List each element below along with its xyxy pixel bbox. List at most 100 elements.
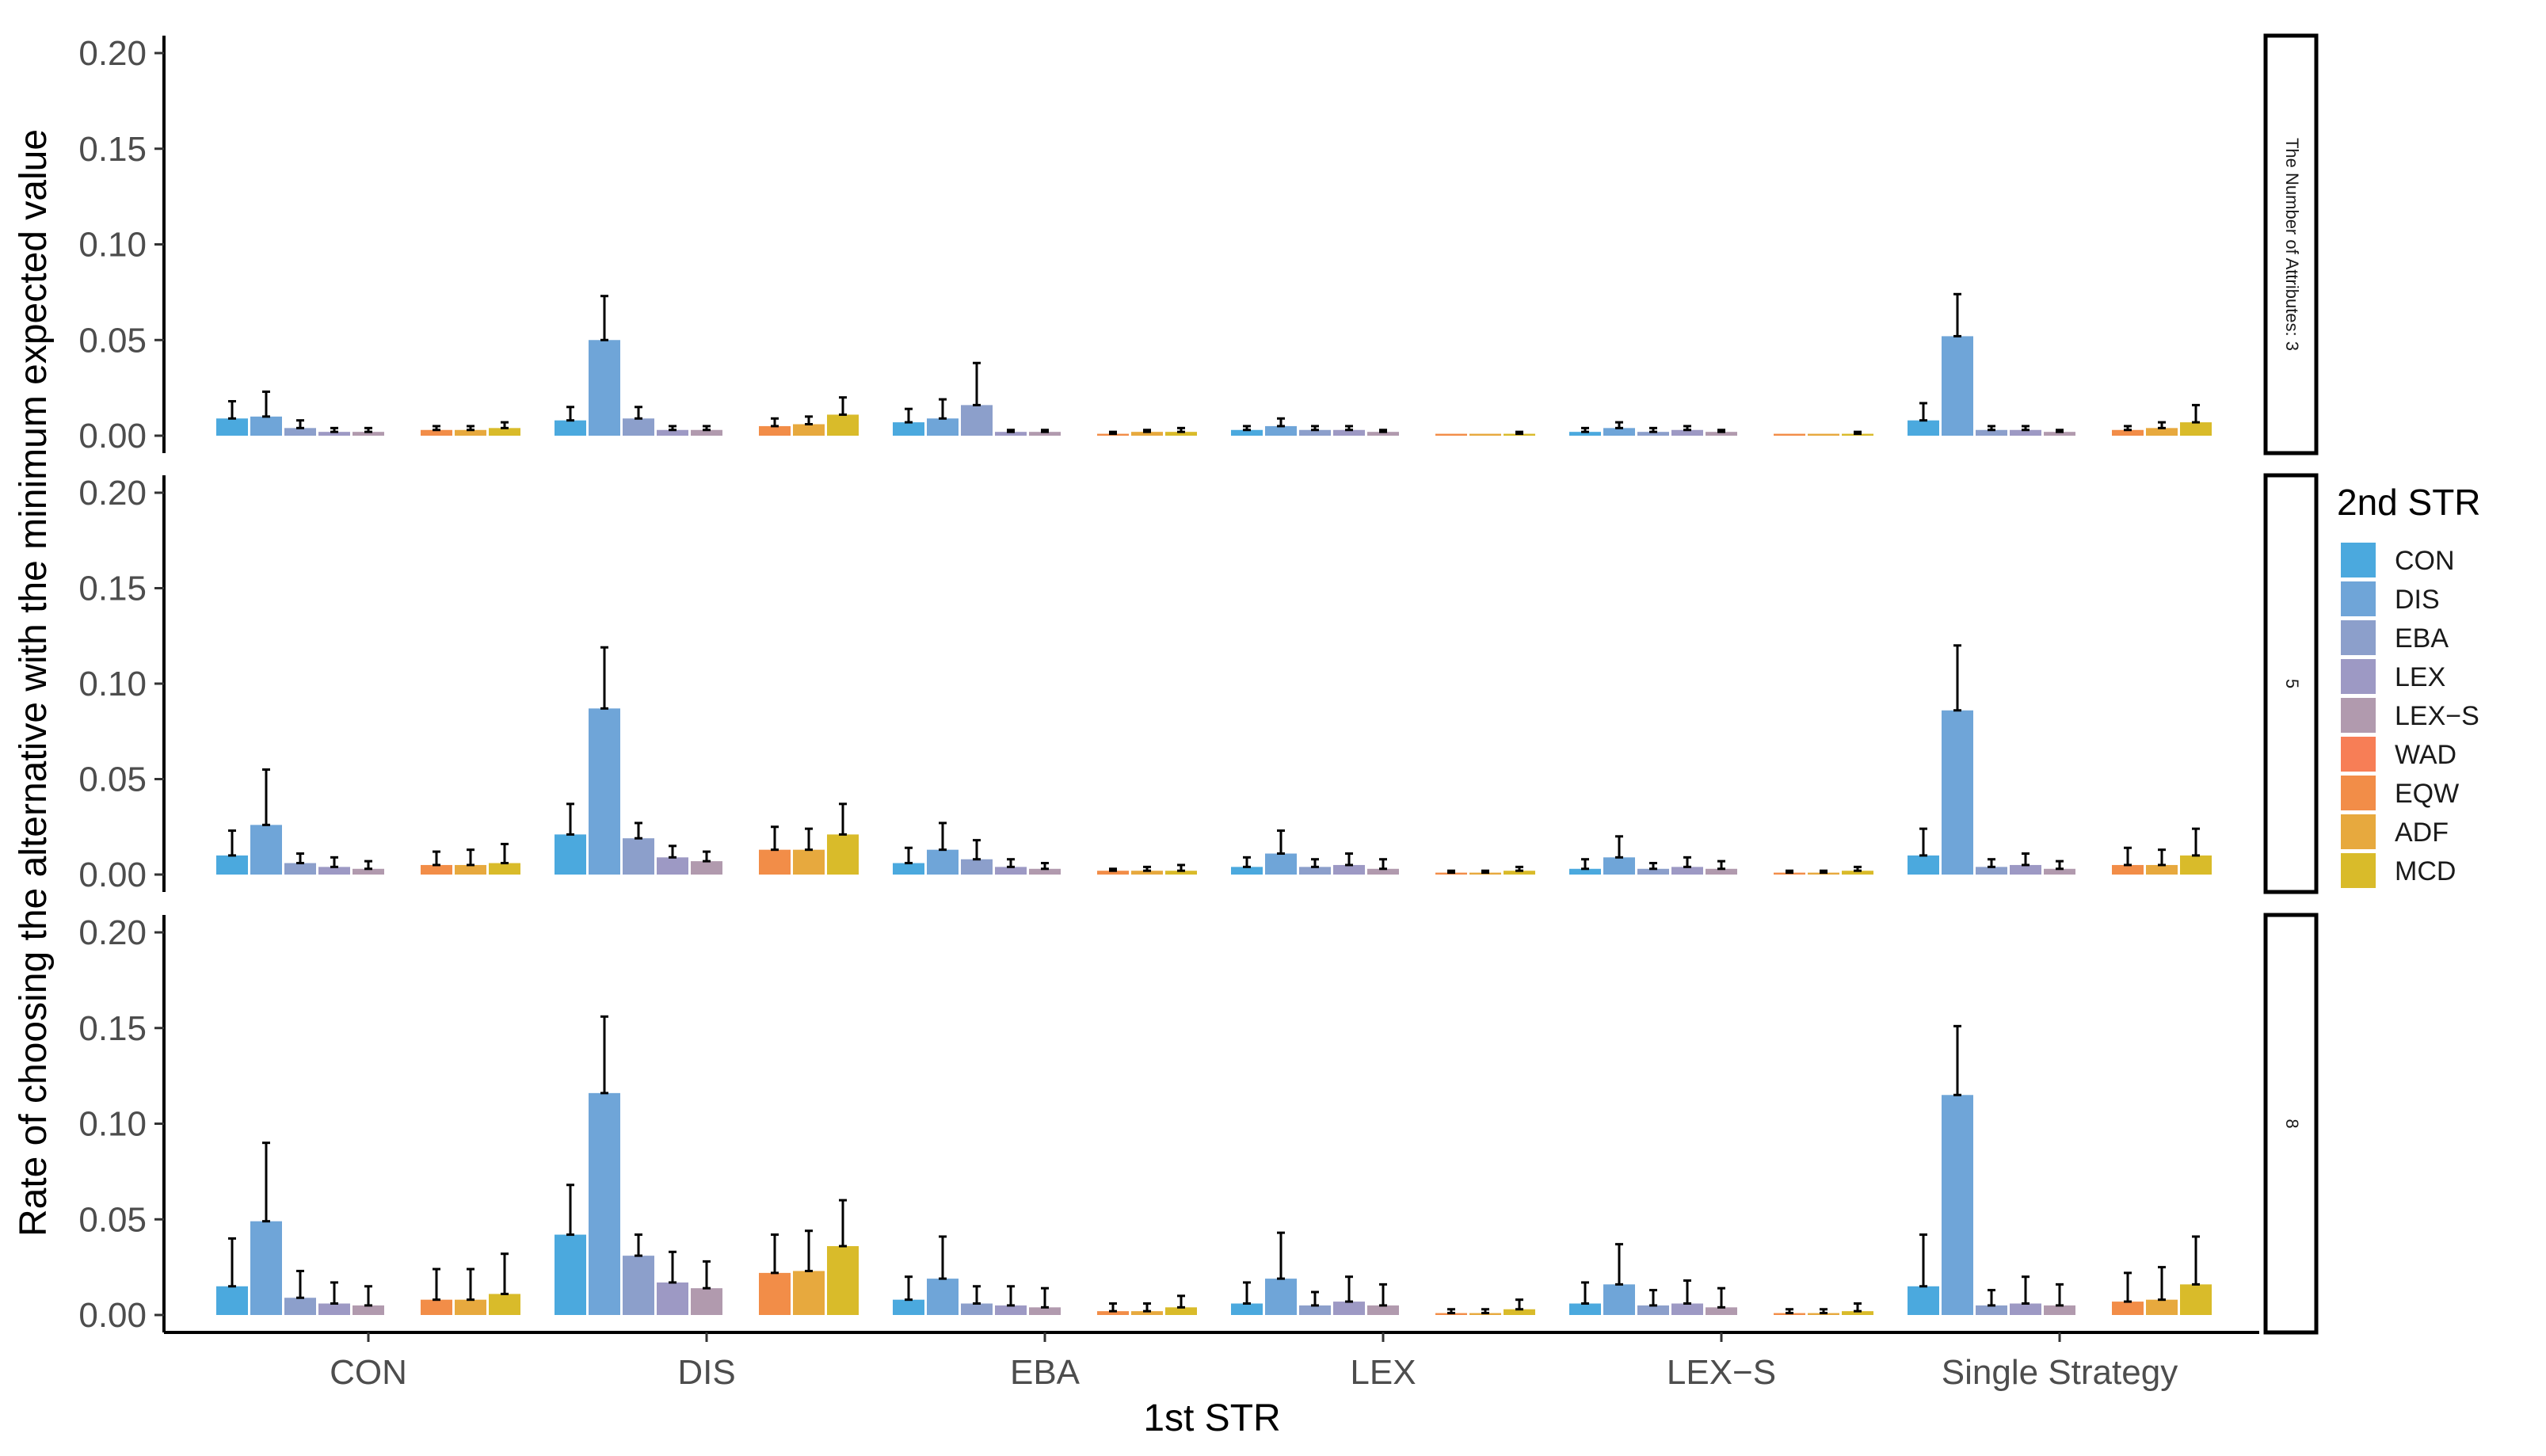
bar xyxy=(995,867,1027,875)
bar xyxy=(455,429,486,436)
bar xyxy=(1097,1311,1129,1315)
y-tick-label: 0.10 xyxy=(78,226,147,265)
bar xyxy=(995,1305,1027,1315)
bar xyxy=(1333,429,1365,436)
bar xyxy=(759,1272,791,1315)
bar xyxy=(1299,1305,1331,1315)
bar xyxy=(827,414,859,436)
bar xyxy=(1367,432,1399,436)
bar xyxy=(759,849,791,875)
bar xyxy=(250,825,282,875)
bar xyxy=(1367,868,1399,875)
bar xyxy=(657,429,688,436)
bar xyxy=(589,1092,620,1315)
bar xyxy=(555,1234,586,1315)
bar xyxy=(489,863,520,875)
bar xyxy=(1942,1095,1973,1315)
bar xyxy=(1504,871,1535,875)
facet-strip xyxy=(2263,473,2319,894)
bar xyxy=(623,418,654,436)
bar xyxy=(793,1271,825,1315)
legend-key xyxy=(2341,543,2376,577)
y-tick-label: 0.05 xyxy=(78,321,147,360)
bar xyxy=(1029,1307,1061,1315)
bar xyxy=(2146,864,2178,875)
facet-strip-label: 8 xyxy=(2282,1119,2302,1128)
bar xyxy=(318,1303,350,1315)
y-tick-label: 0.00 xyxy=(78,417,147,455)
legend-title: 2nd STR xyxy=(2337,482,2481,523)
bar xyxy=(421,1299,452,1315)
bar xyxy=(1976,429,2007,436)
bar xyxy=(1469,433,1501,436)
legend-label: LEX−S xyxy=(2395,701,2479,731)
legend-label: DIS xyxy=(2395,585,2440,615)
legend-label: CON xyxy=(2395,546,2455,576)
bar xyxy=(421,429,452,436)
legend-key xyxy=(2341,776,2376,810)
bar xyxy=(995,432,1027,436)
bar xyxy=(216,418,248,436)
bar xyxy=(2112,429,2144,436)
bar xyxy=(1333,1302,1365,1315)
bar xyxy=(2146,1299,2178,1315)
bar xyxy=(927,1279,959,1315)
legend-label: MCD xyxy=(2395,856,2456,886)
bar xyxy=(1942,710,1973,875)
bar xyxy=(1231,1303,1263,1315)
bar xyxy=(1706,868,1737,875)
legend-key xyxy=(2341,581,2376,616)
bar xyxy=(318,867,350,875)
y-tick-label: 0.00 xyxy=(78,856,147,894)
bar xyxy=(1908,420,1939,436)
y-tick-label: 0.20 xyxy=(78,34,147,73)
bar xyxy=(284,1298,316,1315)
x-tick-label: CON xyxy=(330,1353,407,1392)
y-tick-label: 0.15 xyxy=(78,1009,147,1048)
bar xyxy=(961,405,993,436)
bar xyxy=(284,863,316,875)
bar xyxy=(2146,428,2178,436)
y-tick-label: 0.00 xyxy=(78,1296,147,1335)
bar xyxy=(318,432,350,436)
legend-label: EBA xyxy=(2395,623,2449,654)
bar xyxy=(1976,1305,2007,1315)
bar xyxy=(1265,425,1297,436)
y-tick-label: 0.15 xyxy=(78,570,147,608)
bar xyxy=(893,422,924,436)
bar xyxy=(893,863,924,875)
bar xyxy=(2112,864,2144,875)
legend-key xyxy=(2341,814,2376,849)
y-tick-label: 0.05 xyxy=(78,1200,147,1239)
bar xyxy=(555,420,586,436)
bar xyxy=(455,864,486,875)
bar xyxy=(927,418,959,436)
bar xyxy=(1165,1307,1197,1315)
bar xyxy=(793,849,825,875)
bar xyxy=(827,1246,859,1315)
bar xyxy=(1029,868,1061,875)
bar xyxy=(455,1299,486,1315)
legend-label: EQW xyxy=(2395,779,2459,809)
bar xyxy=(1603,857,1635,875)
facet-panel: 0.00 0.05 0.10 0.15 0.20 5 xyxy=(78,473,2319,894)
bar xyxy=(1908,855,1939,875)
bar xyxy=(961,859,993,875)
bar xyxy=(353,432,384,436)
bar xyxy=(216,1286,248,1315)
x-tick-label: LEX xyxy=(1350,1353,1416,1392)
legend-label: ADF xyxy=(2395,818,2449,848)
bar xyxy=(1131,432,1163,436)
bar xyxy=(1671,1303,1703,1315)
bar xyxy=(759,425,791,436)
bar xyxy=(589,708,620,875)
bar xyxy=(353,868,384,875)
x-tick-label: Single Strategy xyxy=(1942,1353,2178,1392)
bar xyxy=(1842,871,1873,875)
bar xyxy=(1637,432,1669,436)
bar xyxy=(827,834,859,875)
bar xyxy=(250,1221,282,1315)
bar xyxy=(489,428,520,436)
facet-strip xyxy=(2263,913,2319,1335)
bar xyxy=(1299,867,1331,875)
